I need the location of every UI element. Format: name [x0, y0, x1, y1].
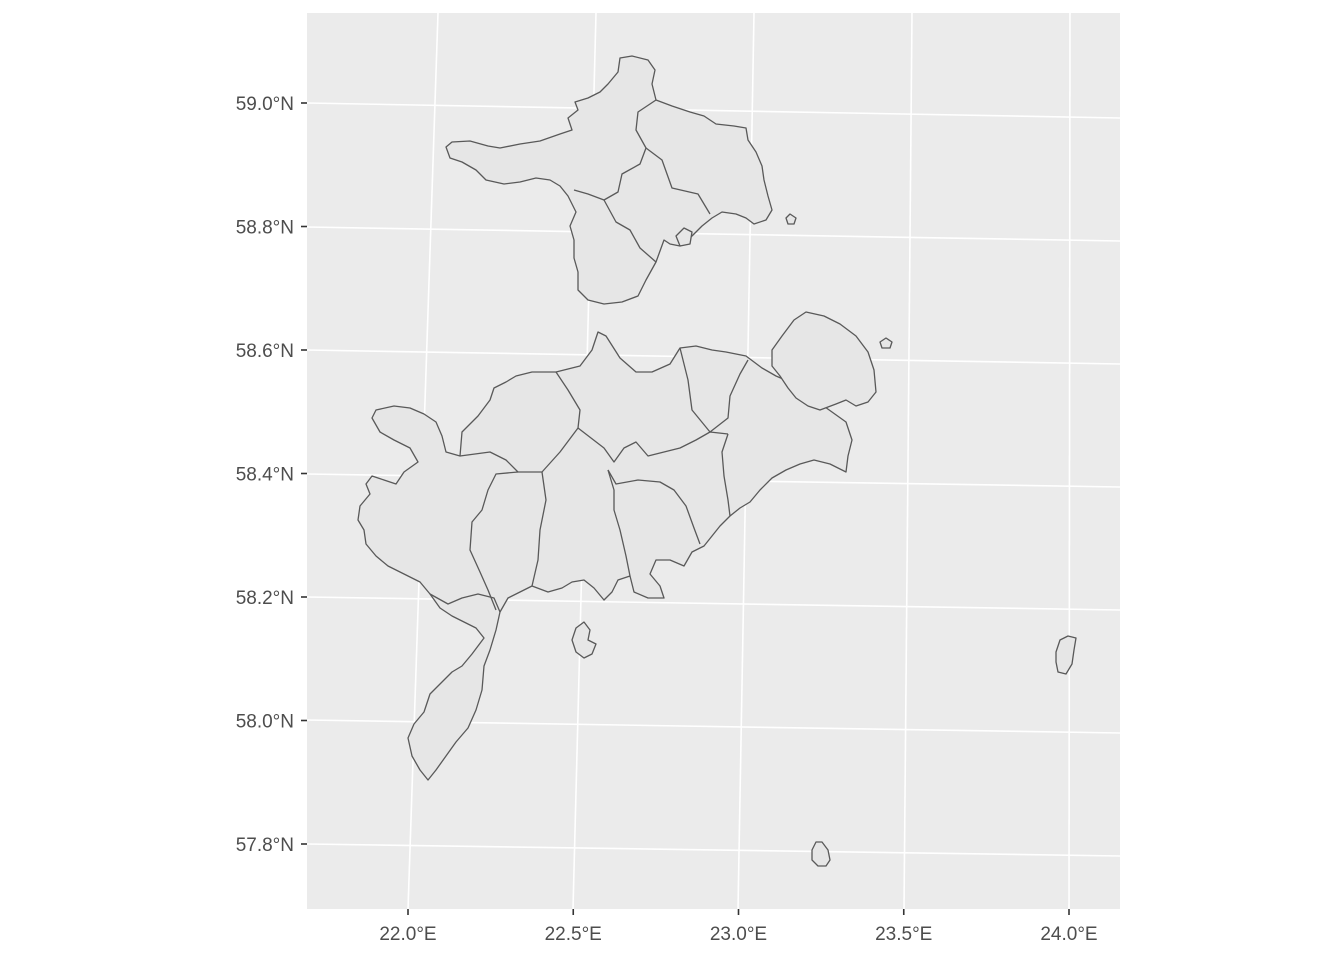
y-tick-label: 58.8°N	[236, 218, 294, 239]
region-main-boundary-9	[429, 593, 501, 613]
region-islet-far-east	[879, 337, 893, 349]
region-north-boundary-1	[573, 99, 657, 201]
region-main-boundary-3	[679, 347, 749, 433]
region-main-island	[357, 331, 853, 781]
x-tick-label: 22.0°E	[379, 924, 436, 945]
y-tick-label: 58.0°N	[236, 712, 294, 733]
region-east-island	[771, 311, 877, 411]
region-main-boundary-7	[607, 469, 701, 545]
y-tick-label: 58.4°N	[236, 465, 294, 486]
region-main-boundary-5	[469, 471, 519, 611]
region-main-boundary-8	[721, 433, 731, 517]
y-tick-label: 57.8°N	[236, 835, 294, 856]
x-tick-label: 23.5°E	[875, 924, 932, 945]
land-regions	[357, 55, 1077, 867]
grid-line-lat-57-8	[306, 843, 1121, 857]
x-tick-label: 22.5°E	[545, 924, 602, 945]
y-tick-label: 59.0°N	[236, 94, 294, 115]
grid-line-lat-59-0	[306, 102, 1121, 119]
region-main-boundary-1	[459, 371, 581, 473]
x-tick-label: 23.0°E	[710, 924, 767, 945]
region-north-boundary-3	[603, 199, 657, 263]
region-islet-east	[1055, 635, 1077, 675]
region-islet-south	[571, 621, 597, 659]
region-north-boundary-2	[645, 147, 711, 215]
grid-line-lon-23-5	[903, 12, 913, 910]
x-axis: 22.0°E 22.5°E 23.0°E 23.5°E 24.0°E	[379, 909, 1098, 945]
y-tick-label: 58.2°N	[236, 588, 294, 609]
region-islet-north-east	[785, 213, 797, 225]
region-islet-ruhnu	[811, 841, 831, 867]
grid-line-lat-58-8	[306, 226, 1121, 242]
region-north-island	[445, 55, 773, 305]
region-main-boundary-2	[577, 427, 729, 463]
region-main-boundary-4	[531, 471, 547, 587]
y-axis: 59.0°N 58.8°N 58.6°N 58.4°N 58.2°N 58.0°N 57.8…	[236, 94, 307, 856]
region-main-boundary-6	[607, 469, 631, 577]
region-islet-coast	[675, 227, 693, 247]
x-tick-label: 24.0°E	[1040, 924, 1097, 945]
grid-line-lon-24-0	[1068, 12, 1071, 910]
y-tick-label: 58.6°N	[236, 341, 294, 362]
